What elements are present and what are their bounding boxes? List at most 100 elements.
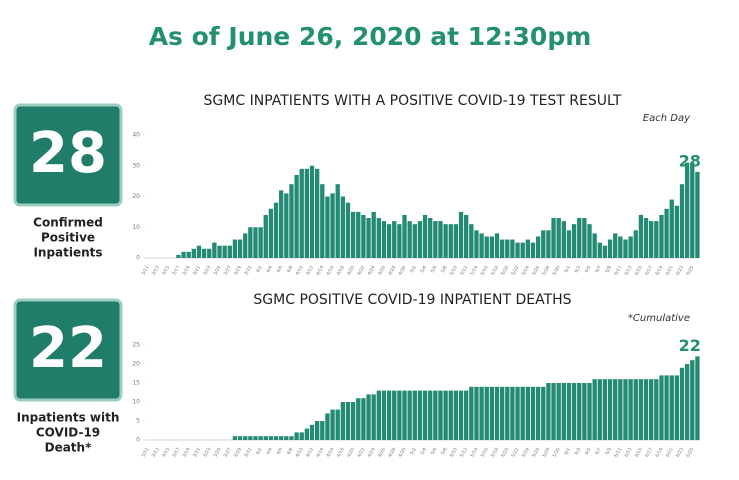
x-tick-label: 4/16	[325, 447, 335, 459]
x-tick-label: 4/16	[325, 265, 335, 277]
bar	[443, 390, 448, 440]
bar	[284, 436, 289, 440]
bar	[649, 379, 654, 440]
y-tick-label: 10	[132, 399, 140, 406]
x-tick-label: 3/19	[181, 265, 191, 277]
bar	[176, 254, 181, 258]
x-tick-label: 3/21	[192, 447, 202, 459]
x-tick-label: 5/26	[531, 265, 541, 277]
bar	[289, 184, 294, 258]
x-tick-label: 4/20	[346, 447, 356, 459]
bar	[628, 236, 633, 258]
bar	[222, 245, 227, 258]
bar	[638, 214, 644, 258]
bar	[541, 386, 546, 440]
x-tick-label: 6/17	[644, 447, 654, 459]
bar	[633, 230, 638, 258]
bar	[320, 184, 325, 258]
x-tick-label: 5/24	[521, 265, 531, 277]
chart-annotation: Each Day	[643, 113, 691, 124]
bar	[325, 413, 330, 440]
bar	[279, 436, 284, 440]
bar	[422, 214, 428, 258]
bar	[438, 221, 443, 258]
stat-label: Inpatients	[33, 246, 102, 260]
bar	[643, 218, 649, 258]
y-tick-label: 25	[132, 342, 140, 349]
bar	[304, 168, 310, 258]
bar	[407, 221, 412, 258]
y-tick-label: 5	[136, 418, 140, 425]
bar	[438, 390, 443, 440]
x-tick-label: 4/30	[397, 265, 407, 277]
x-tick-label: 4/20	[346, 265, 356, 277]
bar	[268, 436, 274, 440]
x-tick-label: 4/8	[286, 265, 295, 274]
x-tick-label: 4/12	[305, 265, 315, 277]
x-tick-label: 5/18	[490, 265, 500, 277]
bar	[654, 379, 659, 440]
x-tick-label: 6/21	[665, 447, 675, 459]
x-tick-label: 3/23	[202, 265, 212, 277]
bar	[314, 168, 320, 258]
bar	[664, 375, 669, 440]
bar	[674, 375, 680, 440]
bar	[628, 379, 633, 440]
x-tick-label: 6/11	[613, 265, 623, 277]
page-title: As of June 26, 2020 at 12:30pm	[149, 22, 592, 51]
bar	[422, 390, 428, 440]
bar	[695, 356, 700, 440]
x-tick-label: 5/28	[541, 265, 551, 277]
bar	[248, 227, 253, 258]
bar	[582, 383, 587, 440]
bar	[402, 390, 407, 440]
bar	[232, 436, 238, 440]
x-tick-label: 4/28	[387, 265, 397, 277]
bar	[541, 230, 546, 258]
bar	[643, 379, 649, 440]
bar	[448, 390, 453, 440]
x-tick-label: 6/5	[584, 265, 593, 274]
bar	[243, 233, 248, 258]
x-tick-label: 5/20	[500, 447, 510, 459]
x-tick-label: 6/9	[604, 265, 613, 274]
bar	[258, 227, 263, 258]
bar	[597, 242, 602, 258]
x-tick-label: 4/28	[387, 447, 397, 459]
x-tick-label: 3/27	[223, 265, 233, 277]
bar	[566, 383, 572, 440]
x-tick-label: 3/21	[192, 265, 202, 277]
y-tick-label: 20	[132, 361, 140, 368]
bar	[417, 390, 423, 440]
bar	[309, 165, 315, 258]
stat-label: Positive	[41, 231, 95, 245]
x-tick-label: 6/23	[675, 265, 685, 277]
data-label: 22	[679, 336, 701, 355]
x-tick-label: 3/25	[212, 265, 222, 277]
bar	[458, 390, 464, 440]
x-tick-label: 3/17	[171, 265, 181, 277]
x-tick-label: 3/29	[233, 265, 243, 277]
x-tick-label: 4/24	[366, 265, 376, 277]
bar	[428, 390, 433, 440]
bar	[535, 236, 541, 258]
x-tick-label: 4/10	[295, 447, 305, 459]
x-tick-label: 6/19	[654, 447, 664, 459]
bar	[525, 239, 531, 258]
x-tick-label: 5/12	[459, 265, 469, 277]
bar	[350, 402, 356, 440]
x-tick-label: 3/15	[161, 265, 171, 277]
bar	[294, 432, 299, 440]
bar	[638, 379, 644, 440]
x-tick-label: 4/22	[356, 265, 366, 277]
x-tick-label: 5/4	[419, 265, 428, 274]
x-tick-label: 3/25	[212, 447, 222, 459]
stat-label: COVID-19	[36, 426, 100, 440]
x-tick-label: 4/2	[255, 265, 264, 274]
x-tick-label: 5/22	[510, 265, 520, 277]
x-tick-label: 6/15	[634, 265, 644, 277]
bar	[679, 367, 685, 440]
x-tick-label: 5/30	[551, 265, 561, 277]
bar	[551, 218, 556, 258]
bar	[320, 421, 325, 440]
